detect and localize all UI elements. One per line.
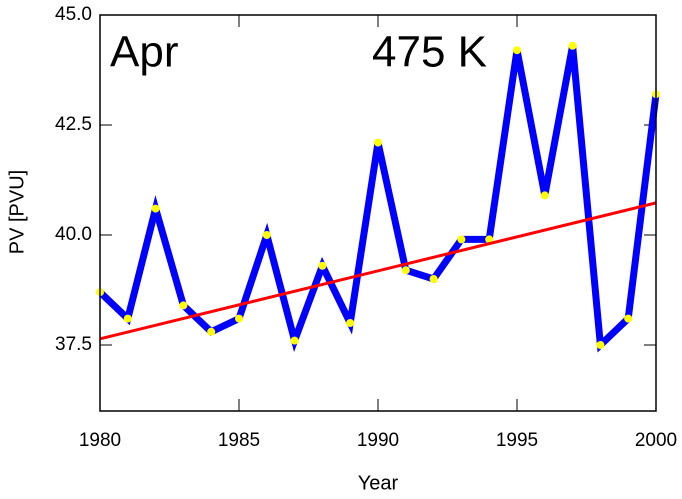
marker (513, 46, 521, 55)
y-tick-label: 40.0 (55, 224, 92, 245)
x-tick-label: 1985 (218, 430, 260, 451)
x-tick-label: 1980 (79, 430, 121, 451)
annotation: Apr (110, 28, 178, 77)
y-tick-label: 42.5 (55, 114, 92, 135)
x-tick-label: 1995 (496, 430, 538, 451)
marker (624, 314, 633, 323)
y-tick-label: 37.5 (55, 334, 92, 355)
marker (401, 266, 410, 275)
marker (290, 336, 299, 345)
marker (346, 319, 355, 327)
marker (485, 235, 494, 244)
marker (429, 275, 438, 283)
line (99, 201, 657, 341)
line (97, 45, 660, 353)
marker (457, 235, 466, 244)
annotation: 475 K (372, 28, 487, 77)
marker (235, 314, 243, 323)
marker (262, 231, 271, 239)
plot-frame (99, 14, 657, 412)
y-tick-label: 45.0 (55, 4, 92, 25)
marker (374, 138, 382, 147)
x-tick-label: 1990 (357, 430, 399, 451)
x-tick-label: 2000 (635, 430, 677, 451)
marker (151, 204, 160, 213)
marker (318, 261, 327, 270)
marker (596, 341, 605, 349)
marker (540, 191, 549, 200)
marker (123, 314, 132, 323)
y-axis-title: PV [PVU] (6, 170, 28, 254)
marker (207, 327, 216, 336)
x-axis-title: Year (358, 472, 399, 494)
marker (568, 41, 577, 50)
marker (179, 301, 188, 310)
